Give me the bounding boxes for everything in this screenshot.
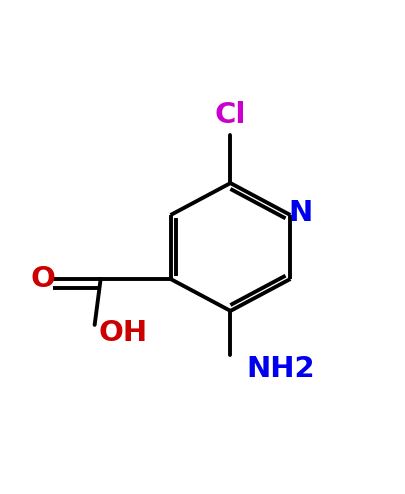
Text: OH: OH xyxy=(99,319,148,347)
Text: O: O xyxy=(30,265,55,293)
Text: NH2: NH2 xyxy=(246,355,315,383)
Text: N: N xyxy=(288,199,313,227)
Text: Cl: Cl xyxy=(215,101,246,129)
